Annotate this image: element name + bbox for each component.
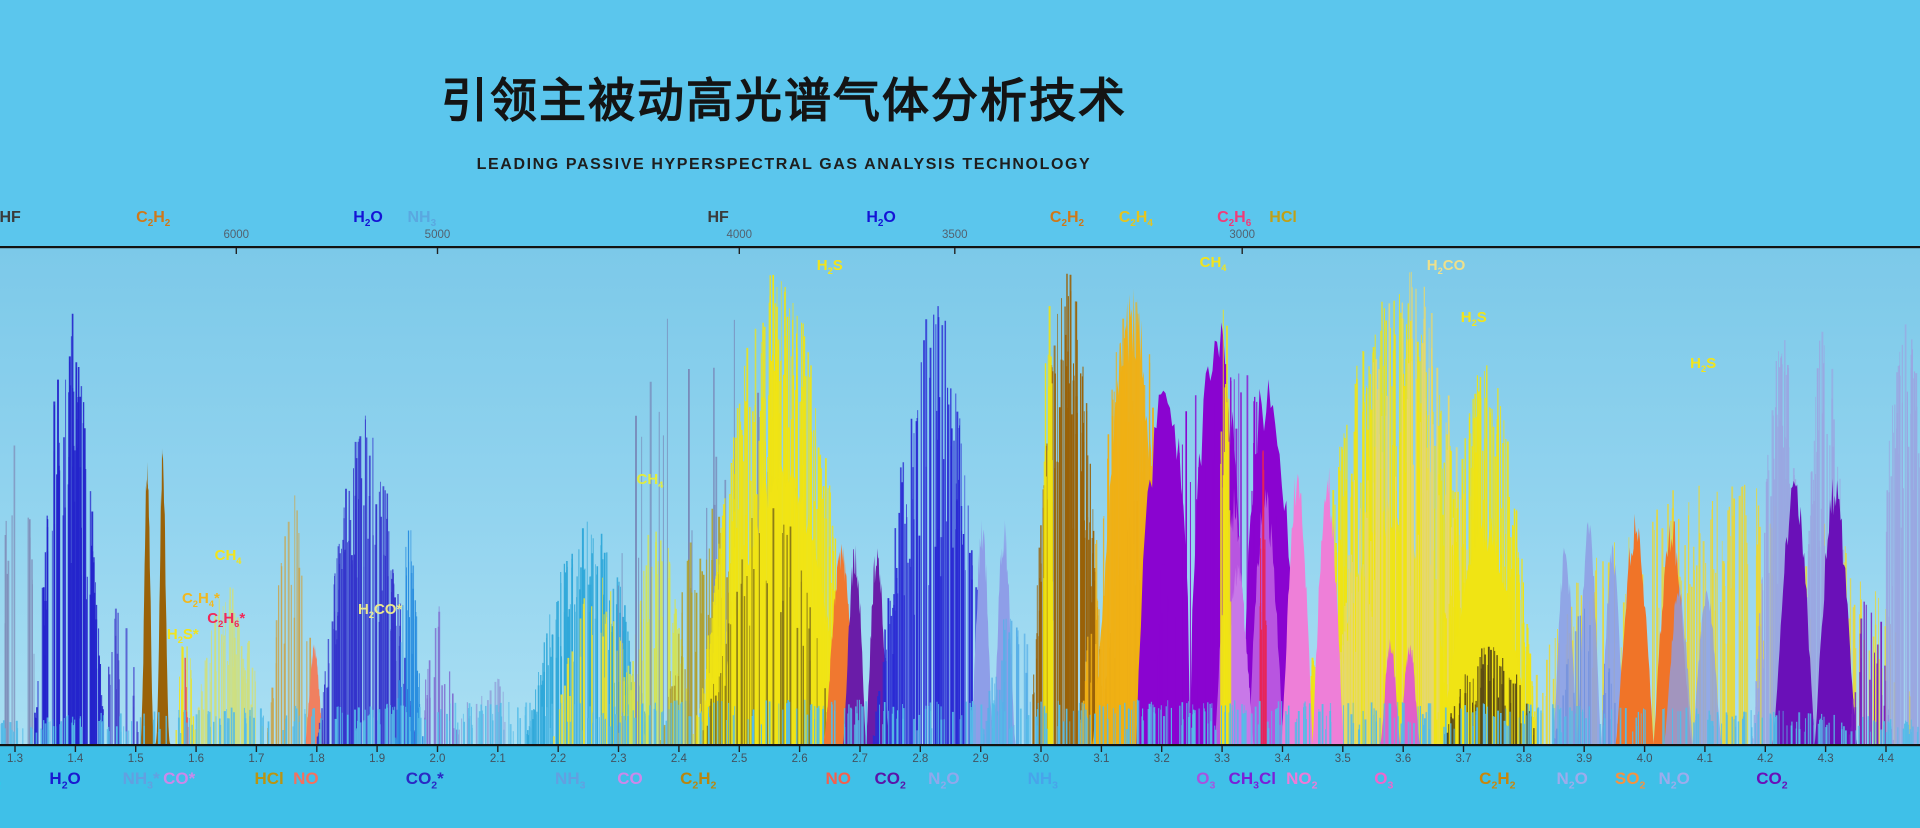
wavenumber-tick-label: 6000 [223, 229, 250, 241]
gas-label-NH3: NH3 [407, 209, 437, 230]
gas-label-H2S: H2S [1460, 309, 1487, 328]
gas-label-CH3Cl: CH3Cl [1228, 769, 1276, 792]
gas-label-HF: HF [707, 209, 729, 226]
gas-label-CH4: CH4 [1199, 254, 1227, 273]
wavelength-tick-label: 4.0 [1636, 753, 1653, 765]
gas-label-HF: HF [0, 209, 21, 226]
gas-label-C2H6: C2H6 [1217, 209, 1252, 230]
gas-label-NO: NO [825, 769, 851, 788]
wavelength-tick-label: 3.0 [1033, 753, 1050, 765]
gas-label-H2O: H2O [353, 209, 383, 230]
wavelength-tick-label: 2.1 [489, 753, 506, 765]
gas-label-N2O: N2O [1556, 769, 1588, 792]
gas-label-CH4: CH4 [214, 547, 242, 566]
wavelength-tick-label: 2.2 [550, 753, 567, 765]
wavelength-tick-label: 2.3 [610, 753, 627, 765]
wavelength-tick-label: 1.8 [308, 753, 325, 765]
gas-label-HCl: HCl [254, 769, 284, 788]
wavelength-tick-label: 2.0 [429, 753, 446, 765]
gas-label-H2O: H2O [866, 209, 896, 230]
gas-label-SO2: SO2 [1614, 769, 1646, 792]
gas-label-O2: O2 [0, 770, 2, 791]
wavelength-tick-label: 3.9 [1576, 753, 1593, 765]
wavelength-tick-label: 1.3 [7, 753, 23, 765]
wavelength-tick-label: 3.8 [1515, 753, 1532, 765]
gas-label-H2CO: H2CO [1426, 257, 1466, 276]
wavelength-tick-label: 2.6 [791, 753, 808, 765]
gas-label-C2H2: C2H2 [680, 769, 717, 792]
gas-label-NO2: NO2 [1286, 769, 1318, 792]
gas-label-H2CO: H2CO* [357, 601, 403, 620]
gas-label-CO2: CO2* [405, 769, 444, 792]
gas-label-CO2: CO2 [874, 769, 906, 792]
wavenumber-tick-label: 4000 [726, 229, 753, 241]
gas-label-C2H6: C2H6* [207, 610, 246, 629]
wavelength-tick-label: 2.5 [731, 753, 748, 765]
wavenumber-tick-label: 3500 [942, 229, 968, 241]
page-subtitle: LEADING PASSIVE HYPERSPECTRAL GAS ANALYS… [476, 156, 1092, 173]
wavelength-tick-label: 4.3 [1817, 753, 1834, 765]
wavelength-tick-label: 1.7 [248, 753, 265, 765]
gas-label-C2H4: C2H4 [1118, 209, 1153, 230]
gas-label-NO: NO [293, 769, 319, 788]
gas-label-CH4: CH4 [636, 471, 664, 490]
wavelength-tick-label: 3.2 [1153, 753, 1170, 765]
gas-label-H2S: H2S* [166, 626, 199, 645]
wavelength-tick-label: 3.3 [1214, 753, 1231, 765]
gas-label-NH3: NH3* [122, 769, 160, 792]
wavenumber-tick-label: 3000 [1229, 229, 1255, 241]
gas-label-CO: CO [617, 769, 643, 788]
wavelength-tick-label: 2.9 [972, 753, 989, 765]
gas-label-CO2: CO2 [1756, 769, 1788, 792]
gas-label-H2S: H2S [816, 257, 843, 276]
gas-label-C2H2: C2H2 [136, 209, 171, 230]
gas-label-C2H2: C2H2 [1479, 769, 1516, 792]
gas-label-N2O: N2O [1658, 769, 1690, 792]
gas-label-NH3: NH3 [555, 769, 586, 792]
gas-label-CO: CO* [163, 769, 196, 788]
below-axis-strip [0, 746, 1920, 828]
gas-label-H2S: H2S [1690, 355, 1717, 374]
gas-label-HCl: HCl [1269, 209, 1297, 226]
wavelength-tick-label: 1.4 [67, 753, 84, 765]
wavelength-tick-label: 3.6 [1395, 753, 1412, 765]
gas-label-O3: O3 [1196, 769, 1216, 792]
gas-label-C2H2: C2H2 [1049, 209, 1085, 230]
wavenumber-tick-label: 5000 [424, 229, 451, 241]
wavelength-tick-label: 3.1 [1093, 753, 1110, 765]
wavelength-tick-label: 2.4 [670, 753, 687, 765]
wavelength-tick-label: 1.6 [188, 753, 205, 765]
wavelength-tick-label: 3.4 [1274, 753, 1291, 765]
gas-label-NH3: NH3 [1027, 769, 1059, 792]
gas-label-C2H4: C2H4* [181, 590, 220, 609]
gas-label-N2O: N2O [928, 769, 960, 792]
wavelength-tick-label: 4.2 [1757, 753, 1774, 765]
wavelength-tick-label: 4.1 [1696, 753, 1713, 765]
wavelength-tick-label: 2.7 [851, 753, 868, 765]
wavelength-tick-label: 3.7 [1455, 753, 1472, 765]
wavelength-tick-label: 3.5 [1334, 753, 1351, 765]
wavelength-tick-label: 4.4 [1878, 753, 1894, 765]
gas-label-O3: O3 [1374, 769, 1394, 792]
page-title: 引领主被动高光谱气体分析技术 [441, 74, 1127, 127]
wavelength-tick-label: 2.8 [912, 753, 929, 765]
gas-label-H2O: H2O [49, 769, 81, 792]
wavelength-tick-label: 1.9 [369, 753, 386, 765]
wavelength-tick-label: 1.5 [127, 753, 144, 765]
